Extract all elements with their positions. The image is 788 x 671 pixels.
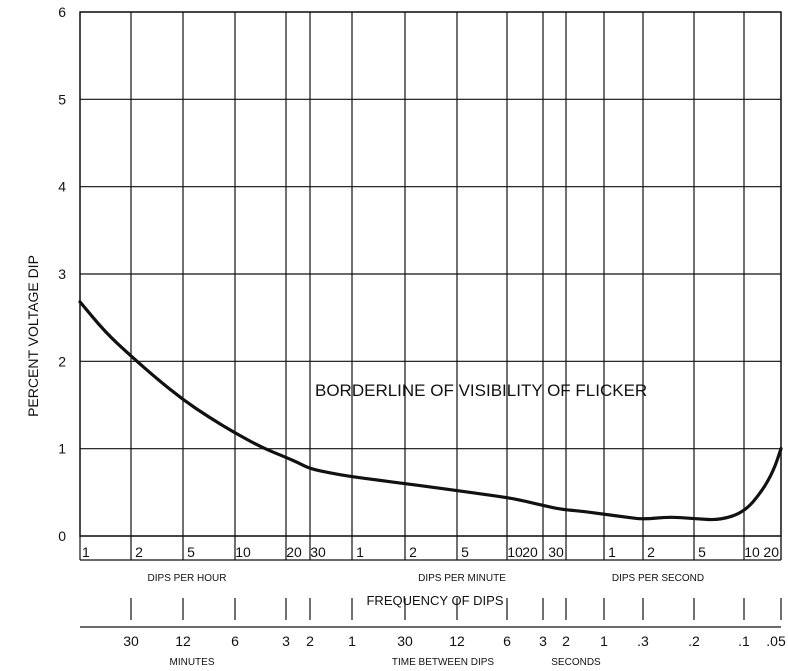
time-tick-label: 3 bbox=[539, 633, 547, 649]
y-tick-label: 4 bbox=[58, 179, 66, 195]
borderline-curve bbox=[78, 300, 783, 522]
time-tick-label: .1 bbox=[738, 633, 750, 649]
frequency-tick-label: 20 bbox=[286, 544, 302, 560]
time-tick-label: 6 bbox=[503, 633, 511, 649]
frequency-tick-label: 30 bbox=[548, 544, 564, 560]
time-group-label: SECONDS bbox=[551, 657, 601, 668]
frequency-axis-title: FREQUENCY OF DIPS bbox=[366, 593, 503, 608]
y-tick-label: 3 bbox=[58, 266, 66, 282]
y-tick-label: 2 bbox=[58, 353, 66, 369]
y-tick-label: 1 bbox=[58, 441, 66, 457]
time-tick-label: 12 bbox=[175, 633, 191, 649]
frequency-tick-label: 2 bbox=[409, 544, 417, 560]
frequency-group-label: DIPS PER MINUTE bbox=[418, 573, 506, 584]
frequency-tick-label: 1 bbox=[356, 544, 364, 560]
frequency-group-label: DIPS PER HOUR bbox=[148, 573, 227, 584]
time-tick-label: 6 bbox=[231, 633, 239, 649]
chart-annotation: BORDERLINE OF VISIBILITY OF FLICKER bbox=[315, 381, 647, 400]
grid-lines bbox=[79, 11, 782, 560]
axes bbox=[79, 11, 782, 628]
frequency-tick-label: 20 bbox=[763, 544, 779, 560]
frequency-tick-label: 30 bbox=[310, 544, 326, 560]
frequency-tick-label: 20 bbox=[522, 544, 538, 560]
plot-frame bbox=[79, 11, 782, 537]
frequency-tick-label: 10 bbox=[507, 544, 523, 560]
frequency-tick-label: 1 bbox=[82, 544, 90, 560]
y-axis-title: PERCENT VOLTAGE DIP bbox=[25, 255, 41, 417]
time-group-label: TIME BETWEEN DIPS bbox=[392, 657, 495, 668]
time-tick-label: 2 bbox=[562, 633, 570, 649]
frequency-tick-label: 2 bbox=[135, 544, 143, 560]
frequency-tick-label: 5 bbox=[698, 544, 706, 560]
time-tick-label: .2 bbox=[688, 633, 700, 649]
y-tick-label: 0 bbox=[58, 528, 66, 544]
time-tick-label: 1 bbox=[348, 633, 356, 649]
frequency-tick-label: 5 bbox=[461, 544, 469, 560]
time-tick-label: 30 bbox=[123, 633, 139, 649]
time-tick-label: 2 bbox=[306, 633, 314, 649]
frequency-tick-label: 10 bbox=[235, 544, 251, 560]
frequency-group-label: DIPS PER SECOND bbox=[612, 573, 704, 584]
series-lines bbox=[78, 300, 783, 522]
frequency-tick-label: 2 bbox=[647, 544, 655, 560]
time-tick-label: .05 bbox=[766, 633, 786, 649]
y-tick-label: 6 bbox=[58, 4, 66, 20]
time-tick-label: .3 bbox=[637, 633, 649, 649]
frequency-tick-label: 1 bbox=[608, 544, 616, 560]
frequency-tick-label: 5 bbox=[187, 544, 195, 560]
time-tick-label: 1 bbox=[600, 633, 608, 649]
time-tick-label: 12 bbox=[449, 633, 465, 649]
time-group-label: MINUTES bbox=[170, 657, 215, 668]
frequency-tick-label: 10 bbox=[744, 544, 760, 560]
time-tick-label: 30 bbox=[397, 633, 413, 649]
y-tick-label: 5 bbox=[58, 91, 66, 107]
time-tick-label: 3 bbox=[282, 633, 290, 649]
